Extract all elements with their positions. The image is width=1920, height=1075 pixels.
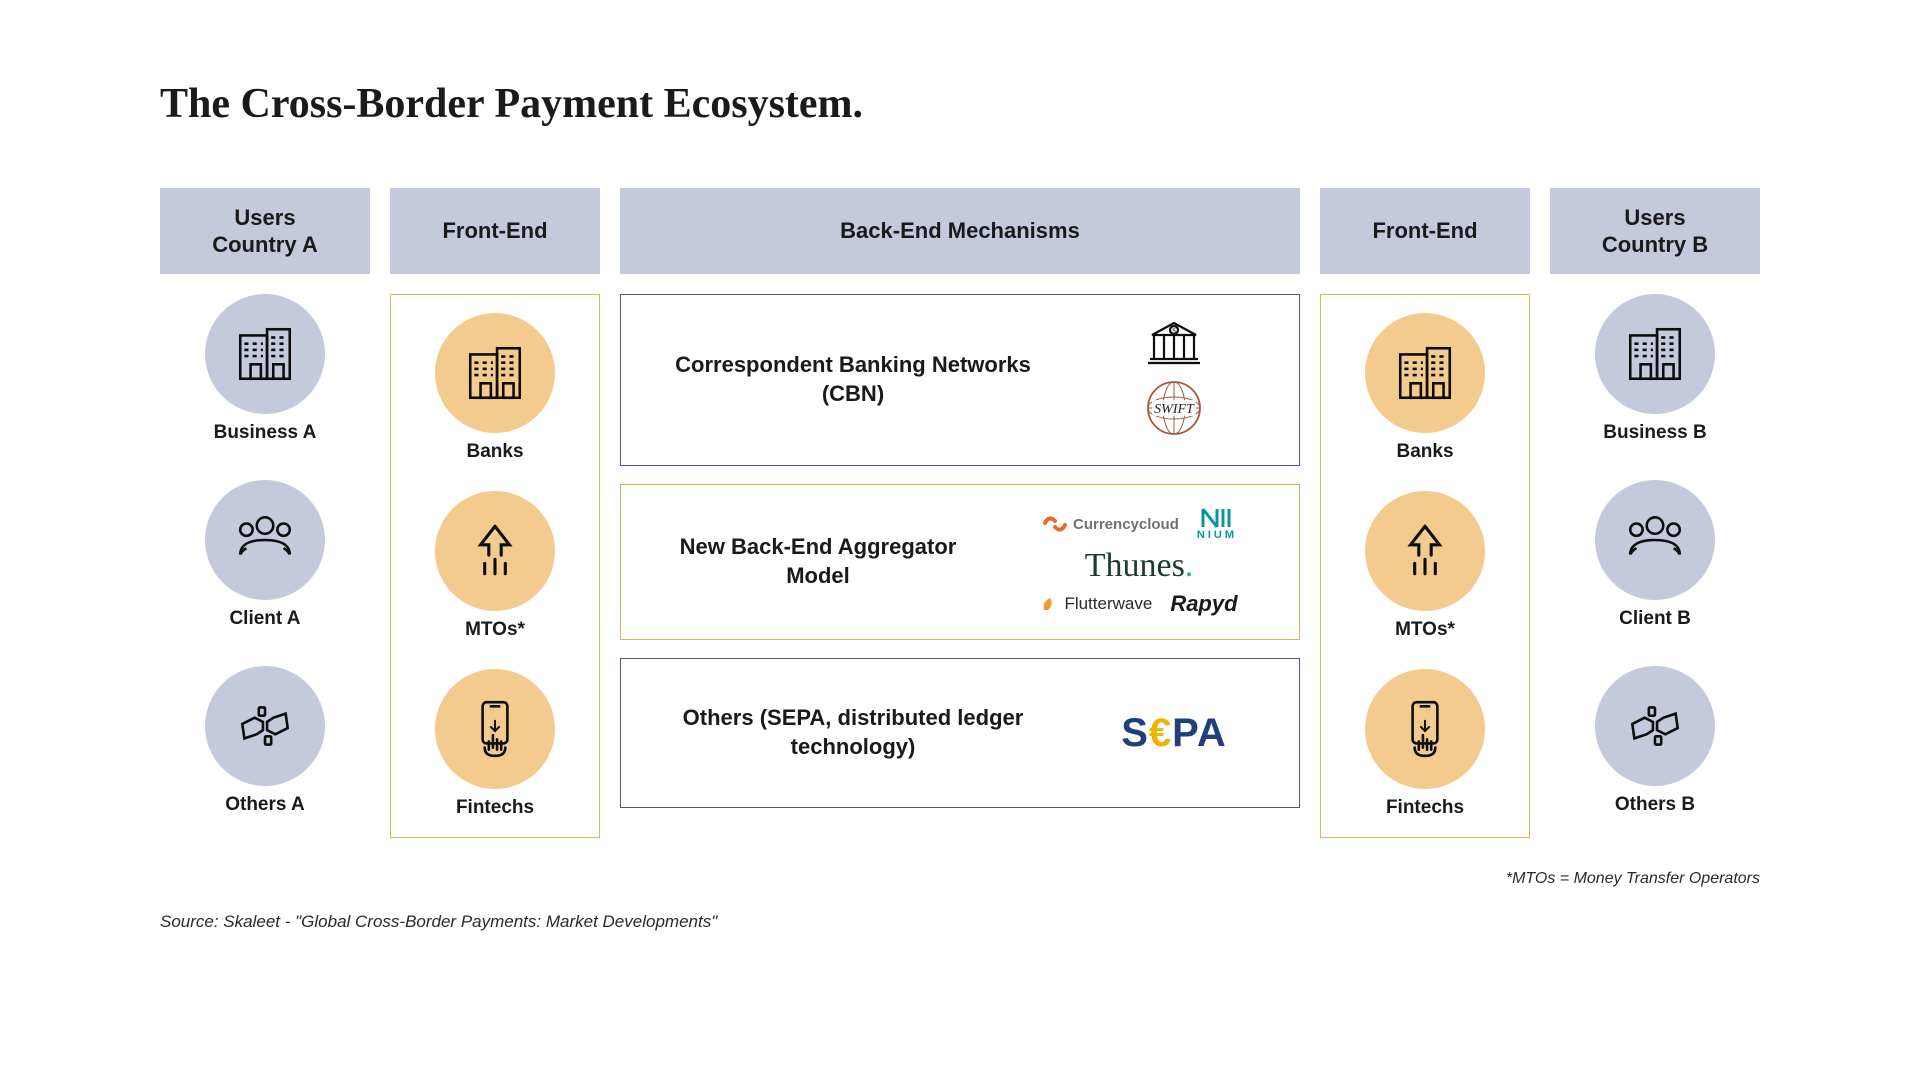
hands-icon: [1595, 666, 1715, 786]
arrow-bars-icon: [435, 491, 555, 611]
bank-dollar-icon: $: [1144, 317, 1204, 372]
building-icon: [205, 294, 325, 414]
diagram-grid: UsersCountry A Front-End Back-End Mechan…: [160, 188, 1760, 888]
people-icon: [1595, 480, 1715, 600]
node-others-a: Others A: [160, 666, 370, 816]
people-icon: [205, 480, 325, 600]
nium-logo: NIUM: [1197, 507, 1237, 541]
node-label: Fintechs: [456, 797, 534, 819]
col-header-front-a: Front-End: [390, 188, 600, 274]
col-header-users-a: UsersCountry A: [160, 188, 370, 274]
node-label: Others A: [225, 794, 305, 816]
svg-text:$: $: [1172, 327, 1176, 335]
backend-title: New Back-End Aggregator Model: [651, 533, 985, 590]
logo-area-aggregator: Currencycloud NIUM Thunes. Flutterwave R…: [1009, 507, 1269, 617]
rapyd-logo: Rapyd: [1170, 591, 1237, 617]
users-b-column: Business B Client B Others B: [1550, 294, 1760, 816]
backend-box-aggregator: New Back-End Aggregator Model Currencycl…: [620, 484, 1300, 640]
front-a-column: Banks MTOs* Fintechs: [390, 294, 600, 838]
backend-box-others: Others (SEPA, distributed ledger technol…: [620, 658, 1300, 808]
page-title: The Cross-Border Payment Ecosystem.: [160, 80, 1760, 128]
logo-area-sepa: S€PA: [1079, 711, 1269, 756]
node-label: Banks: [466, 441, 523, 463]
node-others-b: Others B: [1550, 666, 1760, 816]
node-banks-b: Banks: [1343, 313, 1507, 463]
hands-icon: [205, 666, 325, 786]
node-banks-a: Banks: [413, 313, 577, 463]
building-icon: [1365, 313, 1485, 433]
node-label: Business A: [214, 422, 317, 444]
phone-hand-icon: [435, 669, 555, 789]
source-citation: Source: Skaleet - "Global Cross-Border P…: [160, 912, 1760, 932]
node-label: Banks: [1396, 441, 1453, 463]
mto-footnote: *MTOs = Money Transfer Operators: [1320, 870, 1760, 888]
col-header-backend: Back-End Mechanisms: [620, 188, 1300, 274]
node-label: MTOs*: [465, 619, 525, 641]
backend-column: Correspondent Banking Networks (CBN) $ S…: [620, 294, 1300, 808]
backend-box-cbn: Correspondent Banking Networks (CBN) $ S…: [620, 294, 1300, 466]
node-client-b: Client B: [1550, 480, 1760, 630]
building-icon: [435, 313, 555, 433]
svg-text:SWIFT: SWIFT: [1154, 402, 1195, 417]
currencycloud-logo: Currencycloud: [1041, 513, 1179, 535]
backend-title: Others (SEPA, distributed ledger technol…: [651, 704, 1055, 761]
logo-area-cbn: $ SWIFT: [1079, 317, 1269, 443]
node-mtos-b: MTOs*: [1343, 491, 1507, 641]
node-business-b: Business B: [1550, 294, 1760, 444]
building-icon: [1595, 294, 1715, 414]
node-label: MTOs*: [1395, 619, 1455, 641]
thunes-logo: Thunes.: [1085, 547, 1194, 585]
backend-title: Correspondent Banking Networks (CBN): [651, 351, 1055, 408]
users-a-column: Business A Client A Others A: [160, 294, 370, 816]
node-label: Fintechs: [1386, 797, 1464, 819]
node-label: Business B: [1603, 422, 1706, 444]
node-fintechs-b: Fintechs: [1343, 669, 1507, 819]
node-label: Client A: [229, 608, 300, 630]
col-header-front-b: Front-End: [1320, 188, 1530, 274]
sepa-logo: S€PA: [1121, 711, 1227, 756]
phone-hand-icon: [1365, 669, 1485, 789]
arrow-bars-icon: [1365, 491, 1485, 611]
node-mtos-a: MTOs*: [413, 491, 577, 641]
node-label: Others B: [1615, 794, 1695, 816]
col-header-users-b: UsersCountry B: [1550, 188, 1760, 274]
flutterwave-logo: Flutterwave: [1040, 594, 1152, 614]
node-fintechs-a: Fintechs: [413, 669, 577, 819]
front-b-column: Banks MTOs* Fintechs: [1320, 294, 1530, 838]
swift-logo: SWIFT: [1137, 378, 1211, 443]
node-client-a: Client A: [160, 480, 370, 630]
node-business-a: Business A: [160, 294, 370, 444]
node-label: Client B: [1619, 608, 1691, 630]
